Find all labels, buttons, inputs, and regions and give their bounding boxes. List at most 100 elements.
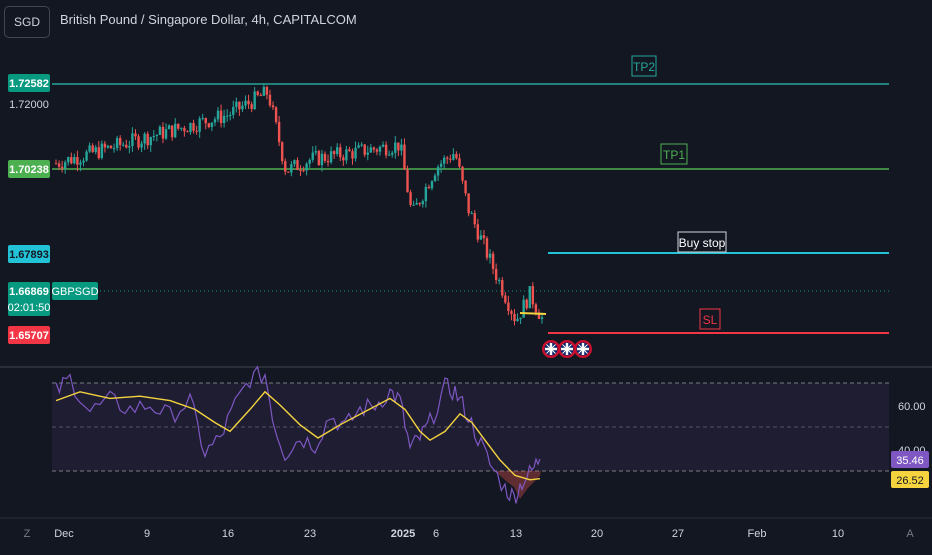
price-label-tp2: 1.72582 (8, 74, 50, 92)
candle-body (204, 118, 207, 124)
candle-body (485, 238, 489, 258)
candle-body (427, 187, 431, 189)
candle-body (192, 123, 195, 131)
buy-stop-label[interactable]: Buy stop (677, 231, 727, 253)
candle-body (363, 144, 366, 155)
candle-body (369, 147, 373, 153)
candle-body (67, 157, 70, 163)
candle-body (387, 154, 391, 156)
candle-body (372, 147, 376, 150)
candle-body (397, 142, 400, 151)
candle-body (97, 147, 100, 159)
svg-text:TP2: TP2 (633, 60, 655, 74)
candle-body (277, 121, 281, 143)
candle-body (332, 151, 336, 155)
sl-label[interactable]: SL (699, 308, 721, 330)
svg-text:SL: SL (703, 313, 718, 327)
candle-body (378, 146, 382, 152)
rsi-ma-line (55, 390, 541, 481)
svg-text:1.65707: 1.65707 (9, 330, 49, 342)
candle-body (501, 280, 504, 296)
candle-body (507, 302, 510, 311)
time-axis-label: 13 (510, 528, 522, 540)
time-axis-label: 23 (304, 528, 316, 540)
candle-body (314, 151, 318, 153)
candle-body (418, 203, 421, 205)
candle-body (241, 105, 244, 110)
candle-body (305, 163, 308, 171)
candle-body (339, 147, 342, 158)
uk-flag-event-icons[interactable] (542, 340, 592, 358)
time-axis-label: 9 (144, 528, 150, 540)
candle-body (320, 153, 324, 166)
candle-body (464, 180, 467, 194)
uk-flag-icon[interactable] (558, 340, 576, 358)
candle-body (452, 154, 455, 160)
candle-body (537, 312, 541, 319)
candle-body (140, 143, 143, 148)
candle-body (161, 126, 165, 139)
candle-body (94, 147, 97, 152)
candle-body (247, 100, 250, 105)
candle-body (201, 118, 204, 120)
uk-flag-icon[interactable] (574, 340, 592, 358)
candle-body (311, 152, 314, 160)
zoom-reset-icon[interactable]: Z (24, 528, 31, 540)
candle-body (415, 203, 418, 205)
svg-text:GBPSGD: GBPSGD (51, 286, 98, 298)
candle-body (412, 204, 415, 206)
candle-body (470, 213, 473, 215)
candle-body (207, 123, 211, 128)
auto-scale-icon[interactable]: A (906, 528, 914, 540)
candle-body (357, 145, 360, 148)
candle-body (118, 138, 122, 145)
candle-body (461, 166, 464, 181)
candle-body (186, 131, 189, 133)
candle-body (467, 193, 470, 214)
candle-body (336, 147, 339, 155)
candle-body (79, 162, 82, 165)
candle-body (290, 164, 293, 173)
candle-body (488, 253, 492, 258)
candle-body (268, 94, 272, 106)
candle-body (317, 151, 321, 166)
time-axis-label: 10 (832, 528, 844, 540)
candle-body (170, 125, 174, 138)
candle-body (449, 158, 452, 160)
rsi-value-label: 35.46 (891, 451, 929, 468)
candle-body (531, 286, 535, 305)
candle-body (308, 159, 311, 164)
candle-body (63, 162, 67, 169)
symbol-badge[interactable]: SGD (4, 6, 50, 38)
candle-body (70, 157, 73, 164)
candle-body (244, 100, 247, 106)
candle-body (442, 157, 446, 164)
candle-body (348, 149, 351, 152)
candle-body (164, 129, 168, 139)
candle-body (106, 145, 110, 148)
price-scale-tick: 1.72000 (9, 99, 49, 111)
price-label-sl: 1.65707 (8, 326, 50, 344)
candle-body (482, 235, 486, 239)
candle-body (216, 110, 220, 120)
candle-body (528, 286, 531, 309)
candle-body (296, 160, 299, 171)
candle-body (446, 157, 449, 159)
candle-body (88, 145, 91, 152)
candle-body (287, 171, 290, 173)
uk-flag-icon[interactable] (542, 340, 560, 358)
candle-body (262, 86, 266, 96)
candle-body (436, 166, 440, 176)
candle-body (345, 149, 348, 161)
candle-body (329, 151, 333, 163)
tp2-label[interactable]: TP2 (631, 55, 657, 77)
candle-body (424, 187, 428, 202)
time-axis-label: 27 (672, 528, 684, 540)
candle-body (494, 268, 498, 281)
svg-text:1.66869: 1.66869 (9, 286, 49, 298)
tp1-label[interactable]: TP1 (660, 143, 688, 165)
svg-text:1.70238: 1.70238 (9, 164, 49, 176)
candle-body (174, 123, 177, 138)
